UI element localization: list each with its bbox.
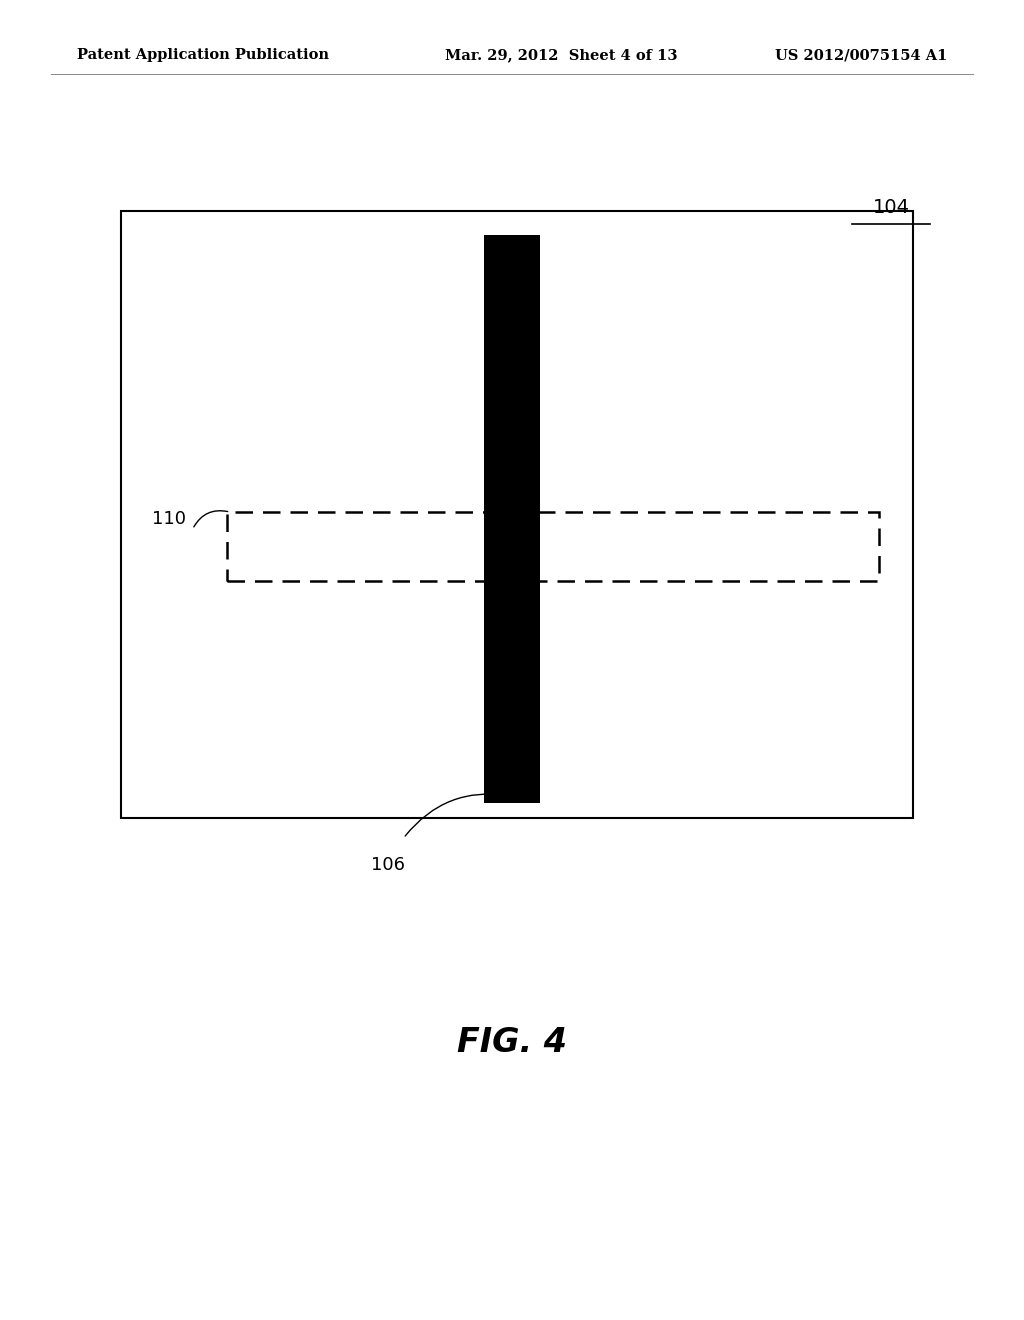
Bar [227,512,879,581]
Text: 110: 110 [152,510,185,528]
Text: Mar. 29, 2012  Sheet 4 of 13: Mar. 29, 2012 Sheet 4 of 13 [445,49,678,62]
Text: US 2012/0075154 A1: US 2012/0075154 A1 [775,49,947,62]
Bar [121,211,913,818]
Text: FIG. 4: FIG. 4 [457,1027,567,1059]
Bar [483,235,541,803]
Text: 104: 104 [872,198,909,216]
Text: 106: 106 [371,855,404,874]
Text: Patent Application Publication: Patent Application Publication [77,49,329,62]
